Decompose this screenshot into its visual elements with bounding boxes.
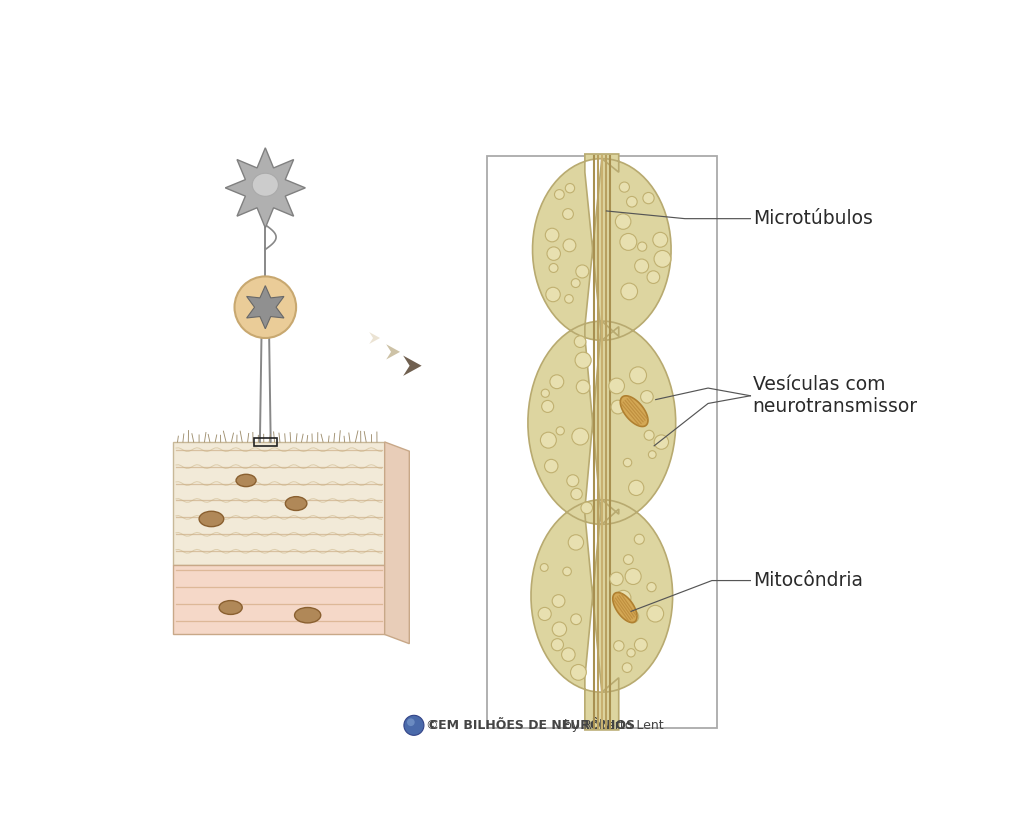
Text: Mitocôndria: Mitocôndria: [753, 571, 862, 590]
Polygon shape: [403, 355, 422, 376]
Polygon shape: [386, 344, 400, 359]
Circle shape: [563, 239, 575, 252]
Polygon shape: [612, 592, 637, 622]
Circle shape: [627, 649, 635, 657]
Circle shape: [561, 648, 575, 661]
Ellipse shape: [295, 607, 321, 623]
Circle shape: [562, 208, 573, 219]
Polygon shape: [247, 286, 284, 329]
Circle shape: [571, 428, 589, 445]
Circle shape: [570, 488, 583, 500]
Circle shape: [567, 475, 579, 487]
Circle shape: [623, 663, 632, 672]
Circle shape: [545, 460, 558, 473]
Circle shape: [630, 367, 646, 384]
Ellipse shape: [219, 600, 243, 615]
Circle shape: [541, 432, 556, 448]
Polygon shape: [385, 442, 410, 644]
Circle shape: [611, 400, 625, 414]
Circle shape: [625, 569, 641, 585]
Circle shape: [641, 390, 653, 403]
Circle shape: [556, 427, 564, 435]
Bar: [254, 438, 276, 446]
Circle shape: [563, 567, 571, 575]
Circle shape: [653, 233, 668, 247]
Circle shape: [644, 430, 654, 440]
Circle shape: [574, 336, 586, 348]
Circle shape: [627, 197, 637, 207]
Circle shape: [546, 229, 559, 242]
Circle shape: [551, 639, 563, 651]
Circle shape: [564, 294, 573, 304]
Polygon shape: [173, 565, 385, 635]
Circle shape: [643, 193, 654, 203]
Circle shape: [568, 535, 584, 550]
Ellipse shape: [237, 475, 256, 486]
Circle shape: [615, 590, 631, 605]
Circle shape: [550, 374, 564, 389]
Circle shape: [627, 610, 639, 623]
Circle shape: [647, 271, 659, 284]
Polygon shape: [370, 332, 380, 344]
Circle shape: [620, 234, 637, 250]
Circle shape: [542, 389, 550, 397]
Circle shape: [407, 718, 415, 726]
Circle shape: [647, 582, 656, 592]
Circle shape: [403, 716, 424, 736]
Circle shape: [654, 435, 669, 450]
Circle shape: [555, 189, 564, 199]
Polygon shape: [621, 396, 648, 426]
Circle shape: [610, 572, 624, 585]
Ellipse shape: [199, 511, 223, 526]
Circle shape: [613, 641, 624, 651]
Circle shape: [629, 480, 644, 495]
Circle shape: [624, 555, 633, 565]
Circle shape: [621, 283, 638, 299]
Ellipse shape: [252, 173, 279, 196]
Circle shape: [575, 265, 589, 278]
Polygon shape: [225, 148, 305, 228]
Circle shape: [552, 595, 565, 607]
Circle shape: [570, 665, 587, 681]
Circle shape: [620, 182, 630, 192]
Circle shape: [542, 400, 554, 413]
Text: by Roberto Lent: by Roberto Lent: [560, 719, 664, 731]
Circle shape: [638, 242, 647, 251]
Circle shape: [539, 607, 551, 620]
Circle shape: [565, 183, 574, 193]
Text: CEM BILHÕES DE NEURÔNIOS: CEM BILHÕES DE NEURÔNIOS: [429, 719, 635, 731]
Circle shape: [541, 564, 548, 571]
Circle shape: [571, 279, 581, 288]
Text: Vesículas com
neurotransmissor: Vesículas com neurotransmissor: [753, 375, 918, 416]
Circle shape: [654, 250, 671, 268]
Polygon shape: [173, 442, 385, 565]
Circle shape: [549, 264, 558, 273]
Circle shape: [635, 638, 647, 651]
Circle shape: [547, 247, 560, 260]
Circle shape: [624, 459, 632, 467]
Circle shape: [634, 535, 644, 545]
Circle shape: [635, 259, 648, 273]
Circle shape: [552, 622, 566, 636]
Circle shape: [570, 614, 582, 625]
Circle shape: [234, 276, 296, 338]
Circle shape: [647, 605, 664, 622]
Circle shape: [648, 450, 656, 459]
Circle shape: [575, 352, 591, 369]
Ellipse shape: [286, 496, 307, 510]
Text: ©: ©: [426, 719, 442, 731]
Bar: [487, 155, 717, 728]
Circle shape: [546, 287, 560, 302]
Polygon shape: [528, 154, 676, 730]
Circle shape: [577, 380, 590, 394]
Circle shape: [615, 214, 631, 229]
Circle shape: [609, 378, 625, 394]
Text: Microtúbulos: Microtúbulos: [753, 209, 872, 229]
Circle shape: [581, 502, 593, 514]
